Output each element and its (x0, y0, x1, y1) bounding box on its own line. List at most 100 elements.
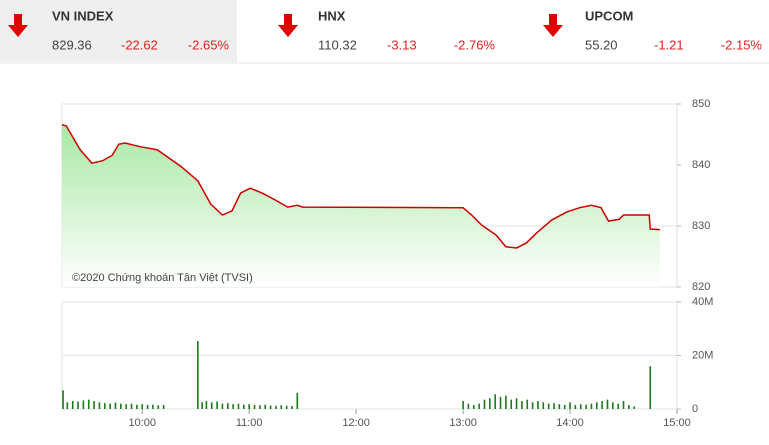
volume-bar (585, 404, 587, 409)
volume-bar (291, 406, 293, 409)
volume-bar (483, 399, 486, 409)
volume-bar (146, 404, 149, 409)
volume-bar (601, 400, 603, 409)
volume-bar (579, 404, 582, 409)
volume-bar (221, 403, 224, 409)
volume-bar (553, 403, 555, 409)
volume-bar (197, 341, 199, 409)
index-value: 829.36 (52, 37, 92, 52)
volume-bar (558, 404, 561, 409)
index-pct: -2.76% (454, 37, 496, 52)
volume-bar (563, 404, 566, 409)
index-vn[interactable]: VN INDEX 829.36 -22.62 -2.65% (8, 8, 229, 52)
volume-bar (210, 402, 213, 409)
down-arrow (8, 14, 28, 37)
volume-bar (269, 405, 272, 409)
volume-bar (253, 404, 256, 409)
active-panel (0, 0, 237, 62)
index-upcom[interactable]: UPCOM 55.20 -1.21 -2.15% (543, 8, 762, 52)
volume-bar (622, 400, 625, 409)
volume-bar (226, 403, 229, 409)
volume-bar (103, 403, 106, 409)
volume-bar (505, 395, 507, 409)
volume-bar (462, 400, 464, 409)
volume-bar (612, 402, 614, 409)
volume-bar (547, 403, 550, 409)
volume-bar (531, 402, 534, 409)
volume-bar (237, 403, 240, 409)
volume-bar (109, 403, 111, 409)
index-hnx[interactable]: HNX 110.32 -3.13 -2.76% (278, 8, 495, 52)
index-value: 110.32 (318, 37, 357, 52)
volume-bar (71, 400, 74, 409)
volume-bar (162, 404, 165, 409)
y-tick-label: 40M (692, 296, 713, 308)
volume-bar (590, 403, 593, 409)
volume-bar (275, 405, 277, 409)
volume-bar (201, 402, 203, 409)
volume-bar (499, 396, 502, 409)
volume-bar (120, 403, 122, 409)
index-pct: -2.15% (721, 37, 763, 52)
volume-bar (472, 404, 475, 409)
x-tick-label: 14:00 (556, 417, 584, 429)
volume-bar (216, 401, 218, 409)
x-tick-label: 15:00 (663, 417, 691, 429)
volume-bar (606, 399, 609, 409)
volume-bar (264, 404, 267, 409)
y-tick-label: 820 (692, 281, 710, 293)
volume-bar (489, 398, 491, 409)
volume-bar (259, 405, 261, 409)
volume-bar (141, 404, 144, 409)
volume-bar (537, 400, 539, 409)
volume-bar (98, 402, 101, 409)
y-tick-label: 850 (692, 98, 710, 110)
index-pct: -2.65% (188, 37, 230, 52)
volume-bar (87, 399, 90, 409)
down-arrow (278, 14, 298, 37)
volume-bar (649, 366, 652, 409)
volume-bar (494, 394, 496, 409)
volume-bar (467, 403, 470, 409)
volume-bar (205, 400, 208, 409)
volume-bar (628, 404, 630, 409)
volume-bar (478, 403, 480, 409)
volume-bar (521, 400, 523, 409)
volume-bar (510, 399, 513, 409)
down-arrow (543, 14, 563, 37)
index-change: -22.62 (121, 37, 158, 52)
volume-bar (526, 399, 529, 409)
index-change: -3.13 (387, 37, 417, 52)
x-tick-label: 11:00 (236, 417, 263, 429)
volume-bar (617, 403, 619, 409)
volume-bar (93, 400, 95, 409)
volume-bar (152, 404, 154, 409)
volume-bar (136, 404, 138, 409)
x-tick-label: 10:00 (128, 417, 156, 429)
volume-bar (125, 404, 127, 409)
price-line (61, 124, 660, 249)
volume-bar (114, 402, 117, 409)
volume-bar (542, 402, 545, 409)
volume-bar (574, 404, 577, 409)
volume-bar (248, 404, 250, 409)
index-value: 55.20 (585, 37, 618, 52)
volume-bar (285, 405, 288, 409)
volume-bar (633, 406, 636, 409)
x-tick-label: 13:00 (449, 417, 477, 429)
volume-bar (243, 404, 245, 409)
price-area (62, 124, 660, 288)
volume-bar (280, 405, 283, 409)
y-tick-label: 840 (692, 159, 710, 171)
volume-bar (515, 398, 518, 409)
annotation: ©2020 Chứng khoán Tân Việt (TVSI) (72, 272, 253, 284)
volume-bar (77, 401, 79, 409)
index-name: UPCOM (585, 8, 633, 23)
index-name: HNX (318, 8, 346, 23)
volume-bar (66, 402, 69, 409)
volume-bar (62, 390, 64, 409)
volume-bar (232, 404, 234, 409)
volume-bar (296, 392, 299, 409)
index-name: VN INDEX (52, 8, 114, 23)
